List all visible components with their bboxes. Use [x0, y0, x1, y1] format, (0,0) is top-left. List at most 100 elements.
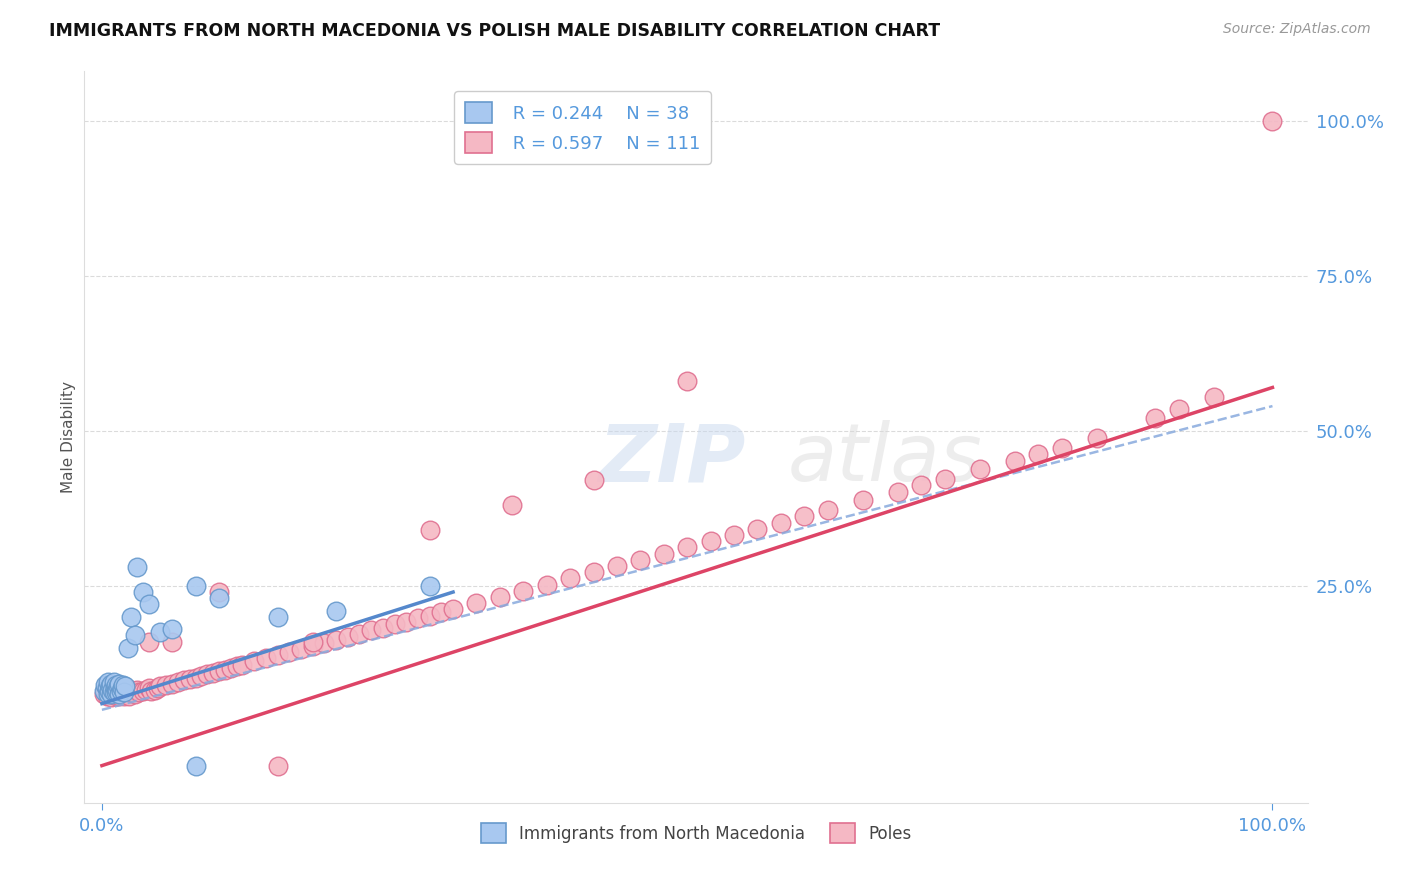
Point [384, 617, 406, 632]
Point [582, 474, 605, 488]
Point [208, 591, 231, 606]
Point [101, 683, 124, 698]
Point [97, 684, 120, 698]
Point [395, 615, 418, 629]
Point [132, 684, 155, 698]
Point [910, 478, 932, 492]
Point [202, 665, 225, 680]
Point [208, 585, 231, 599]
Point [138, 598, 160, 612]
Point [103, 674, 125, 689]
Point [934, 472, 956, 486]
Point [111, 687, 134, 701]
Point [652, 547, 675, 561]
Point [676, 541, 699, 555]
Point [104, 685, 127, 699]
Legend: Immigrants from North Macedonia, Poles: Immigrants from North Macedonia, Poles [474, 817, 918, 849]
Point [94, 684, 117, 698]
Point [160, 622, 183, 636]
Y-axis label: Male Disability: Male Disability [60, 381, 76, 493]
Point [184, 579, 207, 593]
Point [430, 605, 453, 619]
Point [96, 681, 118, 695]
Point [118, 689, 141, 703]
Point [103, 687, 125, 701]
Point [93, 687, 115, 701]
Point [149, 625, 172, 640]
Point [103, 683, 125, 698]
Point [160, 634, 183, 648]
Point [111, 685, 134, 699]
Point [606, 559, 628, 574]
Point [266, 758, 288, 772]
Point [1028, 447, 1050, 461]
Point [512, 583, 534, 598]
Point [969, 462, 991, 476]
Point [179, 672, 201, 686]
Point [231, 658, 253, 673]
Point [117, 685, 139, 699]
Point [139, 684, 162, 698]
Point [1167, 402, 1189, 417]
Point [108, 677, 131, 691]
Point [190, 669, 212, 683]
Point [406, 611, 429, 625]
Point [107, 679, 129, 693]
Point [96, 689, 118, 703]
Point [104, 685, 127, 699]
Point [121, 685, 143, 699]
Point [115, 687, 138, 701]
Point [138, 681, 160, 695]
Point [184, 758, 207, 772]
Point [97, 681, 120, 695]
Point [325, 633, 347, 648]
Point [560, 571, 582, 585]
Text: IMMIGRANTS FROM NORTH MACEDONIA VS POLISH MALE DISABILITY CORRELATION CHART: IMMIGRANTS FROM NORTH MACEDONIA VS POLIS… [49, 22, 941, 40]
Point [114, 684, 136, 698]
Point [219, 661, 242, 675]
Point [723, 528, 745, 542]
Point [108, 687, 131, 701]
Point [122, 684, 145, 698]
Point [120, 683, 142, 698]
Point [138, 634, 160, 648]
Point [195, 666, 218, 681]
Point [100, 690, 122, 705]
Point [1144, 411, 1167, 425]
Point [887, 484, 910, 499]
Point [104, 681, 127, 695]
Point [676, 374, 699, 388]
Point [100, 687, 122, 701]
Point [110, 684, 132, 698]
Point [441, 602, 464, 616]
Point [94, 678, 117, 692]
Point [112, 685, 135, 699]
Point [628, 553, 651, 567]
Point [100, 683, 122, 698]
Point [314, 636, 336, 650]
Point [120, 610, 142, 624]
Point [465, 596, 488, 610]
Point [254, 651, 277, 665]
Point [108, 689, 131, 703]
Point [266, 648, 288, 663]
Point [301, 634, 323, 648]
Point [104, 689, 127, 703]
Point [793, 509, 815, 524]
Text: ZIP: ZIP [598, 420, 745, 498]
Point [100, 677, 122, 691]
Point [208, 665, 231, 679]
Point [243, 655, 266, 669]
Point [419, 523, 441, 537]
Point [143, 683, 166, 698]
Point [105, 683, 128, 698]
Point [124, 628, 146, 642]
Point [1004, 453, 1026, 467]
Point [1050, 442, 1073, 456]
Point [290, 642, 312, 657]
Point [582, 565, 605, 579]
Point [1202, 390, 1225, 404]
Point [117, 640, 139, 655]
Point [146, 681, 169, 695]
Point [114, 679, 136, 693]
